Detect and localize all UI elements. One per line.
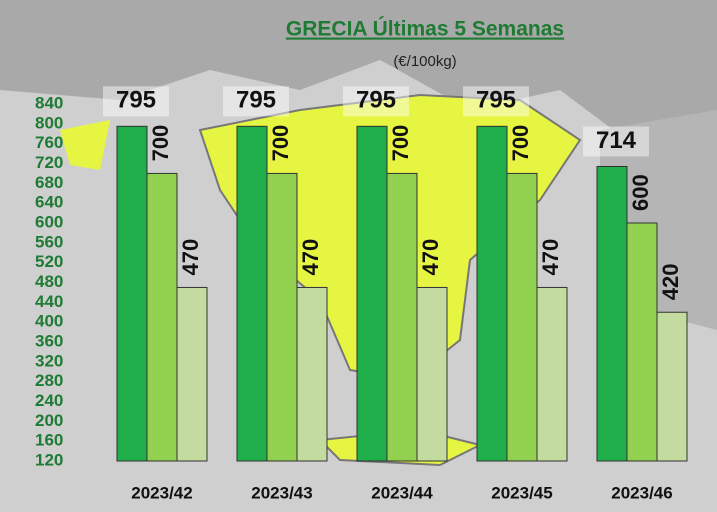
y-tick-label: 840 <box>35 93 63 112</box>
y-tick-label: 720 <box>35 153 63 172</box>
data-label: 600 <box>628 174 653 211</box>
bar <box>236 125 268 462</box>
y-tick-label: 440 <box>35 292 63 311</box>
y-tick-label: 120 <box>35 450 63 469</box>
x-tick-label: 2023/45 <box>491 483 552 502</box>
y-tick-label: 560 <box>35 232 63 251</box>
bar <box>626 222 658 462</box>
y-tick-label: 800 <box>35 113 63 132</box>
label-bg <box>463 86 529 117</box>
bar <box>656 311 688 462</box>
bar <box>296 286 328 462</box>
bar <box>176 286 208 462</box>
y-tick-label: 200 <box>35 411 63 430</box>
data-label: 795 <box>356 87 396 114</box>
bar <box>266 172 298 462</box>
data-label: 470 <box>178 239 203 276</box>
x-tick-label: 2023/46 <box>611 483 672 502</box>
x-tick-label: 2023/44 <box>371 483 433 502</box>
label-bg <box>343 86 409 117</box>
bar <box>416 286 448 462</box>
bar <box>386 172 418 462</box>
data-label: 470 <box>298 239 323 276</box>
label-bg <box>103 86 169 117</box>
bar <box>476 125 508 462</box>
bar <box>506 172 538 462</box>
y-tick-label: 640 <box>35 193 63 212</box>
label-bg <box>223 86 289 117</box>
y-tick-label: 760 <box>35 133 63 152</box>
label-bg <box>583 126 649 157</box>
land-highlight <box>60 120 110 170</box>
data-label: 700 <box>148 125 173 162</box>
chart-subtitle: (€/100kg) <box>393 53 456 70</box>
data-label: 795 <box>236 87 276 114</box>
chart-title: GRECIA Últimas 5 Semanas <box>286 17 564 41</box>
data-label: 795 <box>116 87 156 114</box>
y-tick-label: 160 <box>35 431 63 450</box>
y-tick-label: 600 <box>35 212 63 231</box>
land <box>0 0 717 150</box>
data-label: 470 <box>538 239 563 276</box>
data-label: 420 <box>658 264 683 301</box>
bar <box>356 125 388 462</box>
y-tick-label: 480 <box>35 272 63 291</box>
y-tick-label: 680 <box>35 173 63 192</box>
x-tick-label: 2023/42 <box>131 483 192 502</box>
y-tick-label: 360 <box>35 331 63 350</box>
bar <box>116 125 148 462</box>
data-label: 714 <box>596 127 637 154</box>
data-label: 470 <box>418 239 443 276</box>
y-tick-label: 320 <box>35 351 63 370</box>
y-tick-label: 240 <box>35 391 63 410</box>
data-label: 700 <box>268 125 293 162</box>
data-label: 795 <box>476 87 516 114</box>
bar <box>146 172 178 462</box>
y-tick-label: 280 <box>35 371 63 390</box>
y-tick-label: 400 <box>35 312 63 331</box>
y-tick-label: 520 <box>35 252 63 271</box>
data-label: 700 <box>508 125 533 162</box>
bar <box>596 165 628 462</box>
data-label: 700 <box>388 125 413 162</box>
x-tick-label: 2023/43 <box>251 483 312 502</box>
bar <box>536 286 568 462</box>
